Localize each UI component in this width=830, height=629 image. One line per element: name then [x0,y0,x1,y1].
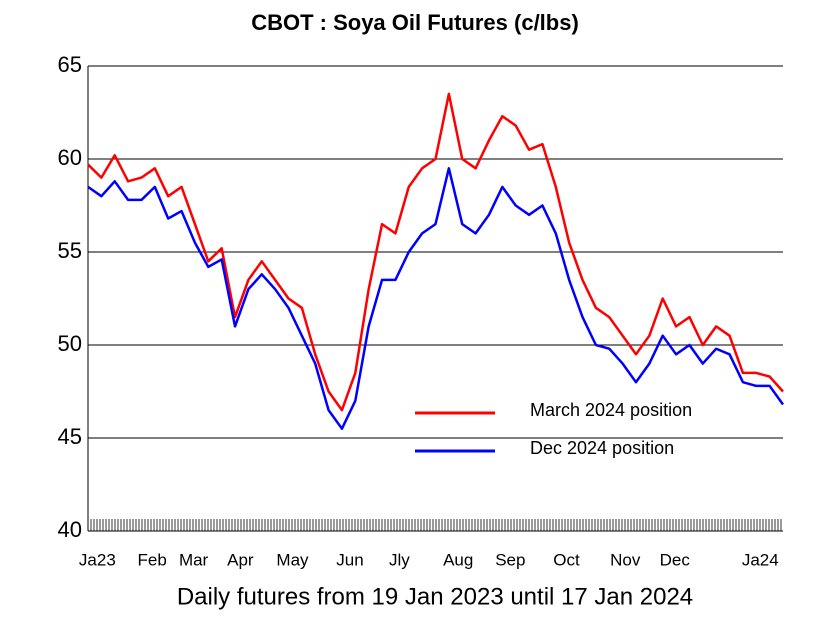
y-tick-label: 65 [58,52,82,77]
series-line [87,92,784,412]
x-tick-label: Nov [610,550,641,569]
series-line [87,167,785,430]
x-tick-label: Dec [660,550,691,569]
x-tick-label: Apr [227,550,254,569]
chart-title: CBOT : Soya Oil Futures (c/lbs) [251,10,579,35]
x-tick-label: Oct [553,550,580,569]
x-tick-label: Mar [179,550,209,569]
day-ticks [88,519,783,531]
y-tick-label: 55 [58,238,82,263]
x-tick-label: May [276,550,309,569]
x-tick-label: Ja24 [742,550,779,569]
legend-label: Dec 2024 position [530,438,674,458]
x-axis-label: Daily futures from 19 Jan 2023 until 17 … [177,583,693,610]
y-tick-label: 50 [58,331,82,356]
legend-label: March 2024 position [530,400,692,420]
x-tick-label: Jun [336,550,363,569]
x-tick-label: Jly [389,550,410,569]
x-tick-label: Sep [495,550,525,569]
y-tick-label: 40 [58,517,82,542]
y-tick-label: 60 [58,145,82,170]
x-tick-label: Ja23 [79,550,116,569]
y-tick-label: 45 [58,424,82,449]
x-tick-label: Aug [443,550,473,569]
x-tick-label: Feb [138,550,167,569]
